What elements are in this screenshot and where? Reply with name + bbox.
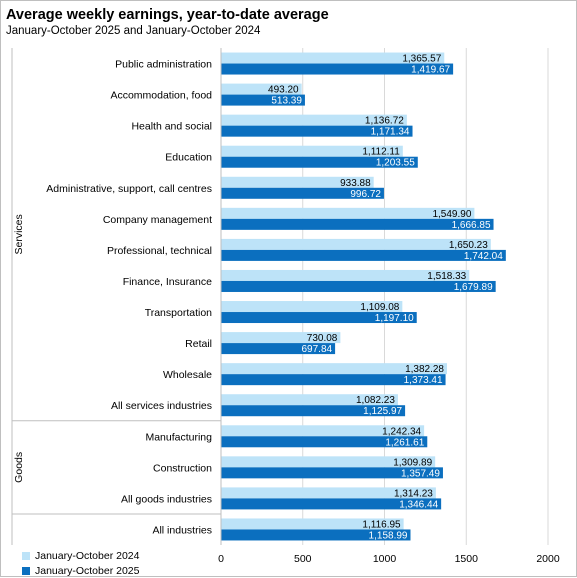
value-label-2025: 1,346.44 — [399, 499, 438, 510]
value-label-2025: 1,197.10 — [375, 313, 414, 324]
bar-2024 — [221, 269, 470, 281]
category-label: Education — [165, 152, 212, 164]
value-label-2025: 513.39 — [271, 96, 302, 107]
category-label: Transportation — [145, 307, 212, 319]
value-label-2024: 1,365.57 — [402, 54, 441, 65]
value-label-2024: 1,112.11 — [362, 147, 400, 158]
legend-label-2025: January-October 2025 — [35, 564, 140, 577]
bar-2024 — [221, 487, 436, 499]
value-label-2024: 1,109.08 — [360, 302, 399, 313]
bar-2025 — [221, 498, 442, 510]
value-label-2025: 1,125.97 — [363, 406, 402, 417]
x-tick-label: 1500 — [455, 553, 479, 565]
bar-2025 — [221, 218, 494, 230]
bar-2024 — [221, 207, 475, 219]
value-label-2024: 1,518.33 — [427, 271, 466, 282]
legend-item-2025: January-October 2025 — [22, 563, 139, 578]
value-label-2025: 1,679.89 — [454, 282, 493, 293]
value-label-2025: 1,742.04 — [464, 251, 503, 262]
category-label: Administrative, support, call centres — [46, 183, 212, 195]
bar-2025 — [221, 405, 406, 417]
value-label-2025: 996.72 — [350, 189, 381, 200]
value-label-2025: 1,203.55 — [376, 158, 415, 169]
bar-2024 — [221, 363, 448, 375]
bar-2024 — [221, 332, 341, 344]
value-label-2024: 1,309.89 — [393, 457, 432, 468]
category-label: Wholesale — [163, 369, 212, 381]
value-label-2024: 730.08 — [307, 333, 338, 344]
bar-2025 — [221, 187, 384, 199]
chart-subtitle: January-October 2025 and January-October… — [6, 25, 261, 37]
value-label-2024: 933.88 — [340, 178, 371, 189]
value-label-2024: 1,136.72 — [365, 116, 404, 127]
category-label: All goods industries — [121, 493, 212, 505]
category-label: Company management — [103, 214, 212, 226]
value-label-2024: 1,382.28 — [405, 364, 444, 375]
value-label-2024: 1,082.23 — [356, 395, 395, 406]
value-label-2024: 1,650.23 — [449, 240, 488, 251]
bar-2025 — [221, 529, 411, 541]
category-label: All industries — [152, 524, 212, 536]
bar-2025 — [221, 94, 305, 106]
bar-2025 — [221, 374, 446, 386]
bar-2025 — [221, 312, 417, 324]
x-tick-label: 0 — [218, 553, 224, 565]
bar-2024 — [221, 394, 398, 406]
value-label-2025: 1,171.34 — [371, 127, 410, 138]
value-label-2024: 1,549.90 — [432, 209, 471, 220]
value-label-2024: 1,116.95 — [362, 519, 401, 530]
bar-2024 — [221, 456, 436, 468]
value-label-2025: 1,357.49 — [401, 468, 440, 479]
bar-2024 — [221, 176, 374, 188]
category-label: Public administration — [115, 59, 212, 71]
chart-title: Average weekly earnings, year-to-date av… — [6, 7, 329, 23]
value-label-2024: 1,314.23 — [394, 488, 433, 499]
value-label-2025: 1,158.99 — [369, 530, 408, 541]
bar-2025 — [221, 436, 428, 448]
bar-2024 — [221, 145, 403, 157]
bar-2025 — [221, 125, 413, 137]
bar-2024 — [221, 518, 404, 530]
bar-2024 — [221, 238, 491, 250]
category-label: Construction — [153, 462, 212, 474]
category-label: Manufacturing — [145, 431, 212, 443]
value-label-2025: 1,419.67 — [411, 65, 450, 76]
category-label: All services industries — [111, 400, 212, 412]
group-label: Goods — [13, 452, 25, 483]
value-label-2024: 493.20 — [268, 85, 299, 96]
category-label: Health and social — [131, 121, 212, 133]
legend-label-2024: January-October 2024 — [35, 549, 140, 562]
bar-2025 — [221, 467, 443, 479]
legend-swatch-2024 — [22, 551, 30, 560]
bar-2025 — [221, 63, 454, 75]
category-label: Finance, Insurance — [123, 276, 212, 288]
value-label-2025: 1,666.85 — [452, 220, 491, 231]
bar-2025 — [221, 280, 496, 292]
bar-2024 — [221, 114, 407, 126]
value-label-2025: 1,373.41 — [404, 375, 443, 386]
bar-2024 — [221, 425, 425, 437]
value-label-2025: 697.84 — [302, 344, 333, 355]
x-tick-label: 2000 — [536, 553, 560, 565]
value-label-2024: 1,242.34 — [382, 426, 421, 437]
x-tick-label: 500 — [294, 553, 312, 565]
bar-2024 — [221, 83, 302, 95]
category-label: Accommodation, food — [110, 90, 212, 102]
bar-2025 — [221, 343, 336, 355]
legend: January-October 2024 January-October 202… — [22, 548, 139, 578]
category-label: Professional, technical — [107, 245, 212, 257]
x-tick-label: 1000 — [373, 553, 397, 565]
legend-item-2024: January-October 2024 — [22, 548, 139, 563]
legend-swatch-2025 — [22, 566, 30, 575]
category-label: Retail — [185, 338, 212, 350]
bar-2024 — [221, 301, 403, 313]
group-label: Services — [13, 214, 25, 254]
value-label-2025: 1,261.61 — [385, 437, 424, 448]
bar-2025 — [221, 156, 418, 168]
bar-2024 — [221, 52, 445, 64]
bar-2025 — [221, 249, 506, 261]
